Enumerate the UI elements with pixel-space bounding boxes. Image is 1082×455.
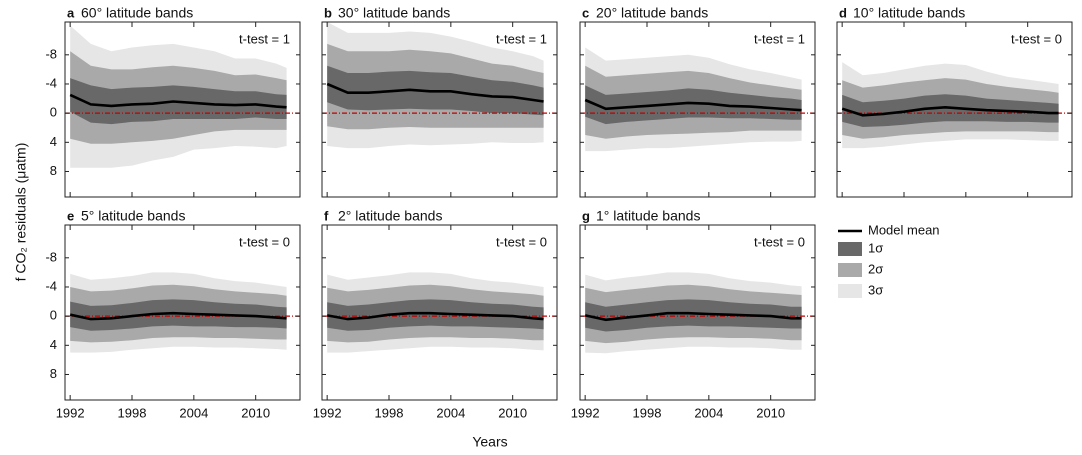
mean-line: [326, 82, 544, 103]
x-tick-label: 1998: [118, 405, 147, 420]
x-tick-label: 1992: [313, 405, 342, 420]
x-tick-label: 2004: [436, 405, 465, 420]
panel-label: g: [582, 208, 590, 223]
plot-frame: [64, 21, 301, 198]
panel-title: 5° latitude bands: [81, 208, 185, 224]
panel-label: f: [324, 208, 329, 223]
y-tick-label: -4: [45, 75, 57, 90]
panel: -8 -4 0 4 8 a 60° latitude bands t-test = 1: [45, 5, 301, 198]
legend: Model mean 1σ 2σ 3σ: [838, 222, 940, 298]
plot-frame: [836, 21, 1073, 198]
ttest-annotation: t-test = 1: [496, 31, 547, 46]
panel-label: a: [67, 5, 75, 20]
mean-line: [69, 311, 287, 321]
panel: d 10° latitude bands t-test = 0: [836, 5, 1073, 198]
x-tick-label: 2004: [694, 405, 723, 420]
y-tick-label: -8: [45, 46, 57, 61]
panel-title: 60° latitude bands: [81, 5, 193, 21]
panel: b 30° latitude bands t-test = 1: [321, 5, 558, 198]
legend-label: 2σ: [868, 261, 883, 276]
panel-title: 2° latitude bands: [338, 208, 442, 224]
y-tick-label: -8: [45, 249, 57, 264]
sigma-band: [585, 299, 802, 332]
y-tick-label: 0: [50, 308, 57, 323]
x-tick-label: 2010: [756, 405, 785, 420]
mean-line: [326, 311, 544, 321]
sigma-band: [327, 299, 544, 331]
sigma-band: [842, 94, 1059, 127]
legend-swatch: [838, 284, 862, 298]
x-tick-label: 2010: [498, 405, 527, 420]
ttest-annotation: t-test = 0: [754, 234, 805, 249]
panel-title: 20° latitude bands: [596, 5, 708, 21]
panel: -8 -4 0 4 8 1992 1998 2004 2010 e 5° latitude band…: [45, 208, 301, 420]
panel-label: d: [839, 5, 847, 20]
panel-title: 1° latitude bands: [596, 208, 700, 224]
x-tick-label: 1992: [56, 405, 85, 420]
x-tick-label: 1998: [633, 405, 662, 420]
y-tick-label: 8: [50, 366, 57, 381]
legend-label: 1σ: [868, 240, 883, 255]
sigma-band: [70, 299, 287, 331]
legend-label: 3σ: [868, 282, 883, 297]
mean-line: [584, 98, 802, 112]
panel: c 20° latitude bands t-test = 1: [579, 5, 816, 198]
y-tick-label: 4: [50, 134, 57, 149]
mean-line: [584, 311, 802, 322]
y-axis-label: f CO₂ residuals (μatm): [13, 143, 29, 282]
panel: 1992 1998 2004 2010 g 1° latitude bands t-test…: [571, 208, 816, 420]
legend-swatch: [838, 242, 862, 256]
sigma-band: [585, 85, 802, 125]
x-tick-label: 2004: [179, 405, 208, 420]
plot-frame: [579, 224, 816, 401]
plot-frame: [321, 224, 558, 401]
ttest-annotation: t-test = 0: [1011, 31, 1062, 46]
ttest-annotation: t-test = 1: [239, 31, 290, 46]
panel-title: 30° latitude bands: [338, 5, 450, 21]
mean-line: [69, 93, 287, 109]
legend-label: Model mean: [868, 222, 940, 237]
plot-frame: [579, 21, 816, 198]
panel-title: 10° latitude bands: [853, 5, 965, 21]
plot-frame: [321, 21, 558, 198]
y-tick-label: 4: [50, 337, 57, 352]
x-tick-label: 2010: [241, 405, 270, 420]
ttest-annotation: t-test = 0: [496, 234, 547, 249]
legend-swatch: [838, 263, 862, 277]
panel: 1992 1998 2004 2010 f 2° latitude bands t-test…: [313, 208, 558, 420]
y-tick-label: 0: [50, 105, 57, 120]
panel-label: b: [324, 5, 332, 20]
mean-line: [841, 105, 1059, 117]
panel-label: c: [582, 5, 589, 20]
plot-frame: [64, 224, 301, 401]
ttest-annotation: t-test = 0: [239, 234, 290, 249]
y-tick-label: 8: [50, 163, 57, 178]
ttest-annotation: t-test = 1: [754, 31, 805, 46]
panel-label: e: [67, 208, 74, 223]
x-axis-label: Years: [472, 434, 507, 450]
x-tick-label: 1992: [571, 405, 600, 420]
y-tick-label: -4: [45, 278, 57, 293]
x-tick-label: 1998: [375, 405, 404, 420]
